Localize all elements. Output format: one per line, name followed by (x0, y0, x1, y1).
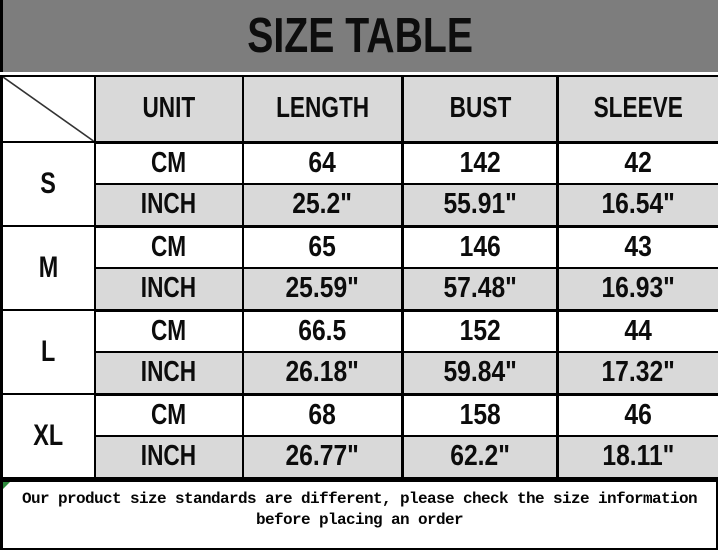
size-label-s: S (0, 141, 96, 227)
sleeve-value: 42 (556, 141, 718, 185)
sleeve-value: 43 (556, 225, 718, 269)
unit-label: INCH (93, 267, 244, 312)
table-row-m-inch: INCH 25.59" 57.48" 16.93" (2, 267, 718, 312)
unit-label: INCH (93, 435, 244, 480)
bust-value: 146 (401, 225, 559, 269)
sleeve-value: 17.32" (556, 351, 718, 396)
cell-corner-marker-icon (3, 481, 10, 489)
unit-label: CM (93, 225, 244, 269)
sleeve-value: 44 (556, 309, 718, 353)
note-line-1: Our product size standards are different… (21, 489, 698, 508)
bust-value: 62.2" (401, 435, 559, 480)
bust-value: 158 (401, 393, 559, 437)
diagonal-header-cell (0, 75, 96, 143)
length-value: 65 (242, 225, 404, 269)
table-row-l-cm: L CM 66.5 152 44 (0, 309, 718, 395)
length-value: 25.2" (242, 183, 404, 228)
table-row-m-cm: M CM 65 146 43 (0, 225, 718, 311)
table-row-xl-inch: INCH 26.77" 62.2" 18.11" (2, 435, 718, 480)
length-value: 64 (242, 141, 404, 185)
column-header-unit: UNIT (93, 75, 244, 144)
unit-label: CM (93, 141, 244, 185)
note-line-2: before placing an order (255, 510, 464, 529)
length-value: 26.18" (242, 351, 404, 396)
column-header-sleeve: SLEEVE (556, 75, 718, 144)
bust-value: 55.91" (401, 183, 559, 228)
table-header-row: UNIT LENGTH BUST SLEEVE (0, 75, 718, 144)
bust-value: 59.84" (401, 351, 559, 396)
length-value: 25.59" (242, 267, 404, 312)
size-label-xl: XL (0, 393, 96, 479)
column-header-bust: BUST (401, 75, 559, 144)
unit-label: CM (93, 393, 244, 437)
table-row-xl-cm: XL CM 68 158 46 (0, 393, 718, 479)
length-value: 26.77" (242, 435, 404, 480)
table-row-s-cm: S CM 64 142 42 (0, 141, 718, 227)
diagonal-divider-icon (3, 78, 93, 140)
bust-value: 152 (401, 309, 559, 353)
sleeve-value: 16.93" (556, 267, 718, 312)
page-title: SIZE TABLE (247, 9, 474, 63)
size-label-m: M (0, 225, 96, 311)
sleeve-value: 18.11" (556, 435, 718, 480)
length-value: 68 (242, 393, 404, 437)
length-value: 66.5 (242, 309, 404, 353)
sleeve-value: 46 (556, 393, 718, 437)
title-bar: SIZE TABLE (0, 0, 718, 72)
column-header-length: LENGTH (242, 75, 404, 144)
unit-label: INCH (93, 183, 244, 228)
note-box: Our product size standards are different… (0, 479, 718, 550)
unit-label: CM (93, 309, 244, 353)
size-table: UNIT LENGTH BUST SLEEVE S CM 64 142 42 I… (0, 75, 718, 480)
sleeve-value: 16.54" (556, 183, 718, 228)
table-row-s-inch: INCH 25.2" 55.91" 16.54" (2, 183, 718, 228)
bust-value: 142 (401, 141, 559, 185)
unit-label: INCH (93, 351, 244, 396)
bust-value: 57.48" (401, 267, 559, 312)
size-label-l: L (0, 309, 96, 395)
table-row-l-inch: INCH 26.18" 59.84" 17.32" (2, 351, 718, 396)
